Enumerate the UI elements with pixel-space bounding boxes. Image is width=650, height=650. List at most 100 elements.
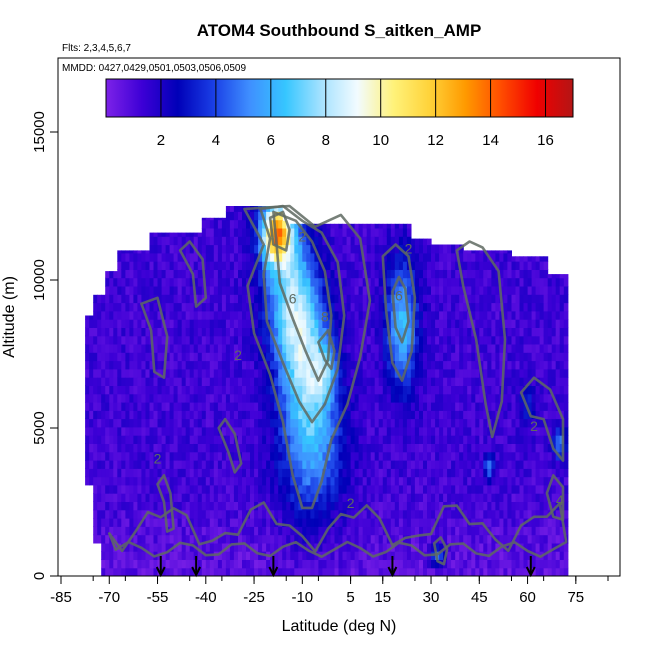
heatmap-cell	[374, 526, 380, 536]
heatmap-cell	[290, 435, 295, 444]
heatmap-cell	[258, 335, 263, 345]
dates-label: MMDD: 0427,0429,0501,0503,0506,0509	[62, 63, 246, 74]
heatmap-cell	[459, 302, 464, 312]
heatmap-cell	[394, 559, 400, 569]
heatmap-cell	[197, 551, 203, 560]
heatmap-cell	[463, 526, 468, 536]
heatmap-cell	[507, 476, 512, 486]
heatmap-cell	[294, 460, 299, 469]
heatmap-cell	[483, 261, 488, 270]
heatmap-cell	[358, 285, 364, 295]
heatmap-cell	[306, 567, 311, 576]
heatmap-cell	[479, 509, 484, 519]
heatmap-cell	[551, 567, 557, 576]
heatmap-cell	[221, 551, 227, 560]
heatmap-cell	[451, 343, 456, 353]
heatmap-cell	[157, 285, 163, 295]
heatmap-cell	[346, 360, 352, 370]
heatmap-cell	[266, 335, 271, 345]
heatmap-cell	[141, 393, 146, 403]
heatmap-cell	[298, 435, 303, 444]
heatmap-cell	[455, 534, 460, 544]
heatmap-cell	[330, 335, 336, 345]
heatmap-cell	[503, 285, 508, 295]
heatmap-cell	[290, 559, 295, 569]
heatmap-cell	[217, 335, 223, 345]
heatmap-cell	[326, 393, 332, 403]
heatmap-cell	[374, 501, 380, 511]
heatmap-cell	[382, 451, 388, 461]
heatmap-cell	[507, 534, 512, 544]
heatmap-cell	[282, 319, 287, 328]
heatmap-cell	[559, 352, 565, 362]
heatmap-cell	[173, 484, 179, 494]
heatmap-cell	[213, 327, 219, 337]
heatmap-cell	[531, 368, 537, 378]
heatmap-cell	[177, 509, 183, 519]
heatmap-cell	[366, 319, 372, 328]
heatmap-cell	[511, 302, 517, 312]
heatmap-cell	[125, 360, 130, 370]
heatmap-cell	[105, 327, 110, 337]
heatmap-cell	[370, 476, 376, 486]
heatmap-cell	[531, 385, 537, 395]
heatmap-cell	[563, 551, 569, 560]
heatmap-cell	[109, 551, 114, 560]
heatmap-cell	[366, 310, 372, 320]
heatmap-cell	[217, 244, 223, 254]
heatmap-cell	[451, 534, 456, 544]
heatmap-cell	[310, 426, 315, 436]
heatmap-cell	[153, 435, 159, 444]
heatmap-cell	[439, 368, 444, 378]
heatmap-cell	[523, 285, 529, 295]
heatmap-cell	[129, 542, 134, 552]
heatmap-cell	[499, 250, 504, 254]
heatmap-cell	[547, 534, 553, 544]
heatmap-cell	[286, 509, 291, 519]
heatmap-cell	[105, 360, 110, 370]
heatmap-cell	[423, 484, 428, 494]
heatmap-cell	[105, 559, 110, 569]
heatmap-cell	[314, 227, 319, 237]
heatmap-cell	[378, 451, 384, 461]
contour-level-4	[432, 536, 449, 566]
heatmap-cell	[242, 551, 247, 560]
heatmap-cell	[238, 443, 243, 453]
heatmap-cell	[447, 402, 452, 411]
heatmap-cell	[157, 377, 163, 386]
heatmap-cell	[547, 460, 553, 469]
heatmap-cell	[266, 501, 271, 511]
heatmap-cell	[382, 493, 388, 502]
heatmap-cell	[370, 468, 376, 478]
heatmap-cell	[543, 559, 549, 569]
heatmap-cell	[334, 252, 340, 262]
heatmap-cell	[169, 402, 175, 411]
heatmap-cell	[551, 426, 557, 436]
heatmap-cell	[435, 244, 440, 254]
heatmap-cell	[262, 377, 267, 386]
heatmap-cell	[229, 206, 235, 212]
heatmap-cell	[390, 534, 396, 544]
heatmap-cell	[290, 542, 295, 552]
contour-level-2	[140, 296, 169, 379]
heatmap-cell	[209, 227, 215, 237]
heatmap-cell	[487, 460, 492, 469]
heatmap-cell	[117, 559, 122, 569]
heatmap-cell	[310, 551, 315, 560]
heatmap-cell	[306, 385, 311, 395]
heatmap-cell	[141, 319, 146, 328]
heatmap-cell	[390, 501, 396, 511]
heatmap-cell	[117, 360, 122, 370]
heatmap-cell	[89, 327, 94, 337]
heatmap-cell	[89, 426, 94, 436]
heatmap-cell	[326, 277, 332, 287]
heatmap-cell	[133, 250, 138, 254]
heatmap-cell	[242, 484, 247, 494]
colorbar-tick-label: 6	[267, 132, 275, 149]
heatmap-cell	[539, 451, 545, 461]
heatmap-cell	[543, 435, 549, 444]
heatmap-cell	[443, 335, 448, 345]
heatmap-cell	[555, 335, 561, 345]
heatmap-cell	[354, 327, 360, 337]
heatmap-cell	[302, 277, 307, 287]
